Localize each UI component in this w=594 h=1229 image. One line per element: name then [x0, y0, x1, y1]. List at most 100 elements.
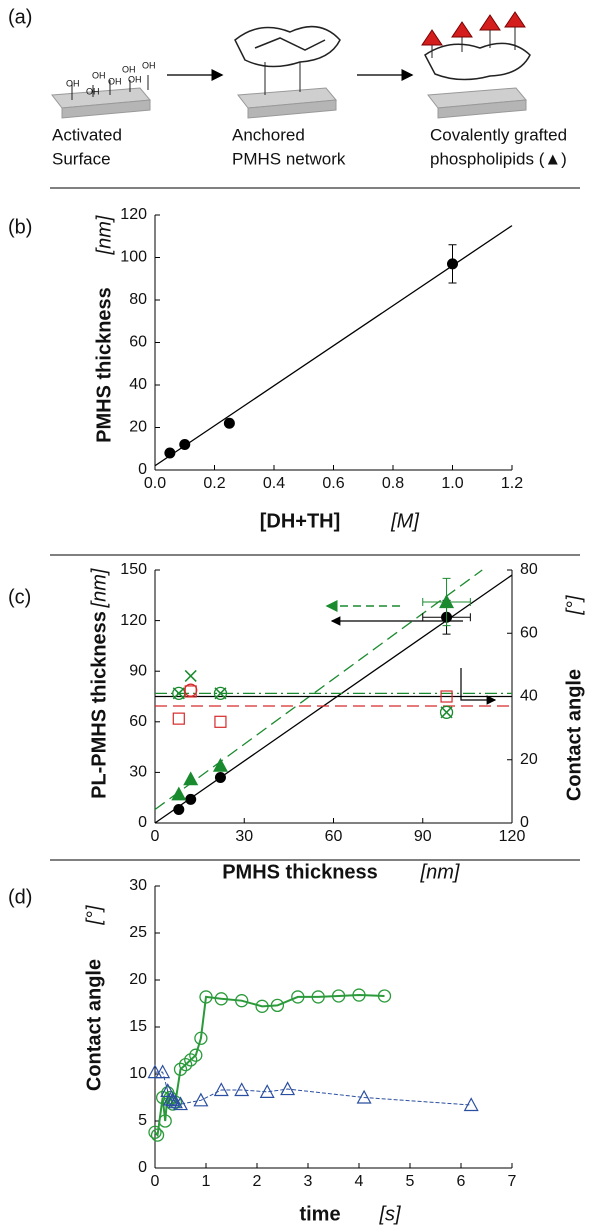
- y2-tick-label: 20: [520, 751, 538, 768]
- marker-shape: [223, 417, 235, 429]
- y-tick-label: 80: [129, 291, 147, 308]
- marker-shape: [147, 1064, 163, 1079]
- y2-axis-label: Contact angle: [563, 669, 585, 801]
- marker: [193, 1092, 209, 1107]
- marker-shape: [352, 988, 366, 1002]
- fit-line: [154, 569, 483, 811]
- marker: [155, 1090, 170, 1105]
- marker: [212, 757, 228, 772]
- marker: [155, 1064, 171, 1079]
- x-tick-label: 5: [406, 1173, 415, 1190]
- marker-shape: [185, 793, 197, 805]
- y-tick-label: 25: [129, 924, 147, 941]
- marker: [173, 804, 185, 816]
- marker: [189, 1048, 203, 1062]
- panel-label: (c): [8, 586, 31, 608]
- marker: [164, 447, 176, 459]
- panel-label: (a): [8, 6, 32, 28]
- x-tick-label: 120: [499, 828, 526, 845]
- y-tick-label: 120: [120, 206, 147, 223]
- x-axis-label: time: [299, 1203, 340, 1225]
- y-tick-label: 0: [138, 461, 147, 478]
- marker-shape: [193, 1092, 209, 1107]
- marker-shape: [214, 687, 227, 700]
- y-tick-label: 10: [129, 1065, 147, 1082]
- x-tick-label: 0: [151, 828, 160, 845]
- x-tick-label: 2: [253, 1173, 262, 1190]
- oh-label: OH: [108, 76, 122, 86]
- step-label: PMHS network: [232, 149, 346, 168]
- marker-shape: [280, 1081, 296, 1096]
- marker: [184, 683, 198, 697]
- marker: [440, 706, 453, 719]
- marker-shape: [291, 990, 305, 1004]
- marker: [440, 690, 453, 703]
- oh-label: OH: [142, 60, 156, 70]
- y-axis-label: Contact angle: [83, 959, 105, 1091]
- series-line: [155, 1071, 472, 1106]
- oh-label: OH: [122, 64, 136, 74]
- marker-shape: [172, 687, 185, 700]
- marker-shape: [439, 705, 454, 719]
- y-axis-label: PMHS thickness: [93, 287, 115, 443]
- slab-illustration: [51, 11, 531, 119]
- fit-line: [154, 574, 513, 824]
- marker: [172, 712, 185, 725]
- marker-shape: [213, 1082, 229, 1097]
- marker-shape: [165, 1092, 181, 1107]
- marker: [214, 771, 226, 783]
- marker: [179, 439, 191, 450]
- marker: [194, 1031, 208, 1045]
- marker-shape: [234, 1082, 250, 1097]
- x-axis-unit: [nm]: [420, 861, 460, 883]
- x-tick-label: 0.4: [263, 475, 285, 492]
- marker-shape: [440, 690, 453, 703]
- marker: [214, 687, 227, 700]
- marker: [213, 1082, 229, 1097]
- x-axis-label: [DH+TH]: [260, 510, 341, 532]
- x-tick-label: 0.6: [322, 475, 344, 492]
- y2-tick-label: 0: [520, 814, 529, 831]
- marker: [377, 989, 392, 1003]
- marker-shape: [212, 757, 228, 772]
- marker-shape: [173, 1062, 188, 1076]
- x-tick-label: 1.0: [441, 475, 463, 492]
- y-tick-label: 120: [120, 612, 147, 629]
- marker: [447, 258, 458, 270]
- y-tick-label: 150: [120, 561, 147, 578]
- x-tick-label: 0: [151, 1173, 160, 1190]
- marker-shape: [214, 715, 227, 728]
- marker-shape: [148, 1125, 162, 1139]
- y2-tick-label: 40: [520, 688, 538, 705]
- marker-shape: [184, 669, 197, 682]
- marker: [234, 1082, 250, 1097]
- marker: [311, 990, 325, 1004]
- marker-shape: [463, 1097, 479, 1112]
- x-tick-label: 1.2: [501, 475, 523, 492]
- y-tick-label: 0: [138, 814, 147, 831]
- marker-shape: [214, 992, 228, 1006]
- marker: [352, 988, 366, 1002]
- marker-shape: [235, 994, 249, 1008]
- x-tick-label: 6: [457, 1173, 466, 1190]
- y-tick-label: 20: [129, 419, 147, 436]
- marker-shape: [183, 771, 199, 786]
- oh-label: OH: [128, 74, 142, 84]
- marker: [173, 1062, 188, 1076]
- x-tick-label: 0.0: [144, 475, 166, 492]
- panel-label: (b): [8, 216, 32, 238]
- y-axis-unit: [nm]: [93, 215, 115, 255]
- marker-shape: [184, 683, 198, 697]
- x-axis-unit: [s]: [378, 1203, 401, 1225]
- marker: [356, 1089, 372, 1104]
- marker: [214, 715, 227, 728]
- step-label: phospholipids (▲): [430, 149, 567, 168]
- marker: [150, 1128, 165, 1142]
- marker: [199, 990, 213, 1004]
- marker-shape: [171, 786, 187, 801]
- x-tick-label: 4: [355, 1173, 364, 1190]
- fit-line: [154, 225, 513, 467]
- marker-shape: [178, 1057, 193, 1072]
- marker: [184, 669, 197, 682]
- marker: [158, 1114, 172, 1128]
